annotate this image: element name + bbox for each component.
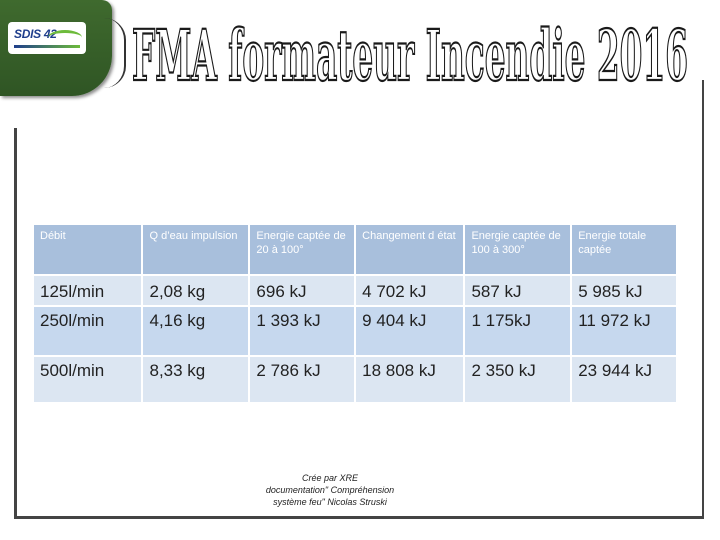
table-cell: 2,08 kg <box>143 276 249 305</box>
table-cell: 125l/min <box>34 276 142 305</box>
energy-table: Débit Q d’eau impulsion Energie captée d… <box>32 223 678 404</box>
table-cell: 4 702 kJ <box>356 276 464 305</box>
page-title: FMA formateur Incendie 2016 <box>131 13 689 90</box>
header-divider-curve <box>104 18 126 88</box>
header-cell: Q d’eau impulsion <box>143 225 249 274</box>
logo-swoosh-icon <box>48 30 82 45</box>
sdis-logo: SDIS 42 <box>8 22 86 54</box>
frame-right-border <box>702 80 704 518</box>
table-cell: 587 kJ <box>465 276 571 305</box>
page-title-text: FMA formateur Incendie 2016 <box>132 14 688 90</box>
table-cell: 18 808 kJ <box>356 357 464 402</box>
header-band: SDIS 42 <box>0 0 112 96</box>
table-cell: 5 985 kJ <box>572 276 676 305</box>
table-row: 125l/min 2,08 kg 696 kJ 4 702 kJ 587 kJ … <box>34 276 676 305</box>
table-row: 250l/min 4,16 kg 1 393 kJ 9 404 kJ 1 175… <box>34 307 676 355</box>
table-cell: 2 786 kJ <box>250 357 355 402</box>
table-cell: 1 175kJ <box>465 307 571 355</box>
header-cell: Energie captée de 20 à 100° <box>250 225 355 274</box>
table-cell: 8,33 kg <box>143 357 249 402</box>
table-row: 500l/min 8,33 kg 2 786 kJ 18 808 kJ 2 35… <box>34 357 676 402</box>
table-cell: 500l/min <box>34 357 142 402</box>
table-cell: 250l/min <box>34 307 142 355</box>
table-cell: 4,16 kg <box>143 307 249 355</box>
table-cell: 696 kJ <box>250 276 355 305</box>
header-cell: Energie captée de 100 à 300° <box>465 225 571 274</box>
logo-underline <box>14 45 80 48</box>
table-cell: 9 404 kJ <box>356 307 464 355</box>
table-cell: 2 350 kJ <box>465 357 571 402</box>
credit-note: Crée par XRE documentation" Compréhensio… <box>240 472 420 508</box>
header-cell: Changement d état <box>356 225 464 274</box>
table-cell: 23 944 kJ <box>572 357 676 402</box>
logo-text: SDIS 42 <box>14 27 57 41</box>
header-cell: Energie totale captée <box>572 225 676 274</box>
credit-line: système feu" Nicolas Struski <box>273 497 387 507</box>
header-cell: Débit <box>34 225 142 274</box>
table-header-row: Débit Q d’eau impulsion Energie captée d… <box>34 225 676 274</box>
credit-line: documentation" Compréhension <box>265 485 395 495</box>
frame-left-border <box>14 128 17 516</box>
table-cell: 1 393 kJ <box>250 307 355 355</box>
frame-bottom-border <box>14 516 704 519</box>
table-cell: 11 972 kJ <box>572 307 676 355</box>
credit-line: Crée par XRE <box>301 473 359 483</box>
